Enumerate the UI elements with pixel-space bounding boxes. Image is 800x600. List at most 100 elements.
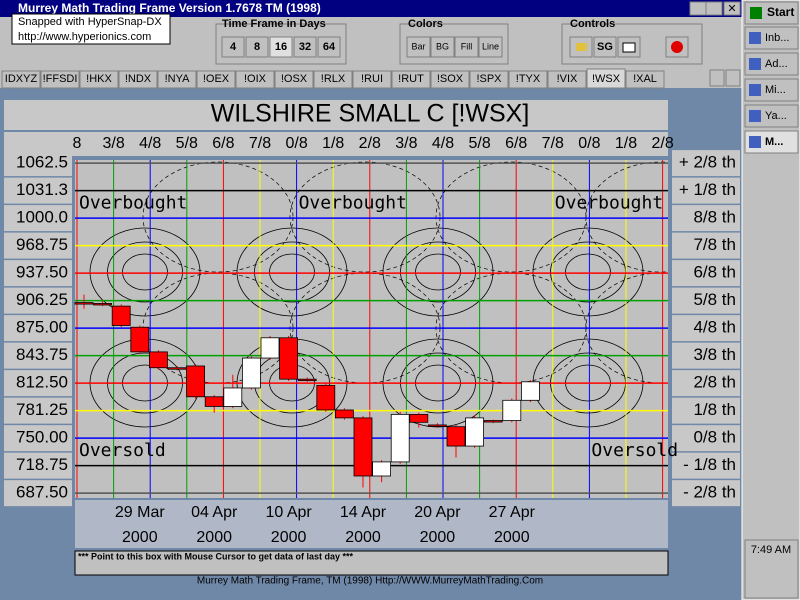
color-button[interactable] bbox=[478, 36, 503, 58]
symbol-tab[interactable] bbox=[430, 70, 470, 89]
symbol-tab[interactable] bbox=[157, 70, 197, 89]
top-label: 1/8 bbox=[322, 135, 344, 152]
mm-ellipse bbox=[565, 253, 611, 291]
timeframe-label: 8 bbox=[254, 41, 260, 53]
x-year-label: 2000 bbox=[345, 529, 381, 546]
symbol-tab[interactable] bbox=[313, 70, 353, 89]
x-year-label: 2000 bbox=[196, 529, 232, 546]
tray bbox=[744, 539, 799, 599]
symbol-tab-label: !RUT bbox=[398, 73, 424, 85]
symbol-tab[interactable] bbox=[274, 70, 314, 89]
top-label: 4/8 bbox=[139, 135, 161, 152]
top-label: 6/8 bbox=[505, 135, 527, 152]
candle-body bbox=[148, 351, 168, 369]
symbol-tab[interactable] bbox=[508, 70, 548, 89]
right-label-bg bbox=[672, 287, 740, 314]
x-year-label: 2000 bbox=[271, 529, 307, 546]
x-tick-label: 27 Apr bbox=[489, 504, 536, 521]
zone-label: Oversold bbox=[79, 440, 166, 461]
y-label-bg bbox=[4, 287, 72, 314]
candle-body bbox=[111, 305, 131, 326]
symbol-tab[interactable] bbox=[1, 70, 41, 89]
timeframe-label: 4 bbox=[230, 41, 237, 53]
control-button[interactable] bbox=[593, 36, 617, 58]
maximize-button[interactable] bbox=[705, 1, 723, 16]
candle-body bbox=[521, 381, 540, 401]
y-tick-label: 718.75 bbox=[16, 455, 68, 474]
symbol-tab-label: !OIX bbox=[244, 73, 267, 85]
window-title: Murrey Math Trading Frame Version 1.7678… bbox=[18, 1, 321, 15]
symbol-tab[interactable] bbox=[586, 68, 626, 89]
symbol-tab[interactable] bbox=[196, 70, 236, 89]
y-label-bg bbox=[4, 452, 72, 479]
group-box bbox=[561, 23, 703, 65]
symbol-tab[interactable] bbox=[79, 70, 119, 89]
color-label: Fill bbox=[461, 41, 473, 51]
top-label: 3/8 bbox=[102, 135, 124, 152]
candle-body bbox=[390, 413, 410, 463]
footer: Murrey Math Trading Frame, TM (1998) Htt… bbox=[197, 576, 543, 587]
y-tick-label: 750.00 bbox=[16, 428, 68, 447]
status-text: *** Point to this box with Mouse Cursor … bbox=[78, 551, 354, 561]
timeframe-button[interactable] bbox=[269, 36, 293, 58]
taskbar-icon bbox=[749, 32, 761, 44]
symbol-tab-label: !NYA bbox=[165, 73, 191, 85]
stop-icon bbox=[671, 41, 683, 53]
candle-body bbox=[427, 424, 447, 427]
symbol-tab[interactable] bbox=[391, 70, 431, 89]
top-label: 2/8 bbox=[651, 135, 673, 152]
x-tick-label: 20 Apr bbox=[414, 504, 461, 521]
symbol-tab[interactable] bbox=[118, 70, 158, 89]
top-label: 5/8 bbox=[468, 135, 490, 152]
folder-icon bbox=[576, 43, 587, 51]
symbol-tab[interactable] bbox=[469, 70, 509, 89]
title-panel bbox=[4, 100, 668, 130]
right-label-bg bbox=[672, 480, 740, 507]
symbol-tab[interactable] bbox=[40, 70, 80, 89]
top-label: 0/8 bbox=[578, 135, 600, 152]
top-label: 0/8 bbox=[285, 135, 307, 152]
mm-ellipse bbox=[107, 241, 183, 303]
right-label-bg bbox=[672, 342, 740, 369]
timeframe-label: 16 bbox=[275, 41, 287, 53]
color-label: Bar bbox=[411, 41, 425, 51]
tab-scroll-right[interactable] bbox=[725, 69, 741, 87]
status-box[interactable] bbox=[74, 550, 669, 576]
candle-body bbox=[316, 384, 336, 411]
symbol-tab[interactable] bbox=[235, 70, 275, 89]
right-level-label: 1/8 th bbox=[693, 400, 736, 419]
symbol-tab[interactable] bbox=[625, 70, 665, 89]
candle-body bbox=[130, 326, 150, 353]
mm-ellipse bbox=[122, 253, 168, 291]
taskbar-item-label: M... bbox=[765, 136, 783, 148]
taskbar-item-label: Ad... bbox=[765, 58, 788, 70]
tab-scroll-left[interactable] bbox=[709, 69, 725, 87]
color-button[interactable] bbox=[430, 36, 455, 58]
chart-title: WILSHIRE SMALL C [!WSX] bbox=[211, 100, 530, 128]
color-button[interactable] bbox=[406, 36, 431, 58]
symbol-tab-label: !XAL bbox=[633, 73, 657, 85]
date-panel bbox=[75, 500, 668, 548]
y-label-bg bbox=[4, 425, 72, 452]
timeframe-button[interactable] bbox=[293, 36, 317, 58]
symbol-tab[interactable] bbox=[352, 70, 392, 89]
y-label-bg bbox=[4, 480, 72, 507]
taskbar-item-label: Inb... bbox=[765, 32, 789, 44]
timeframe-button[interactable] bbox=[245, 36, 269, 58]
y-label-bg bbox=[4, 370, 72, 397]
symbol-tab[interactable] bbox=[547, 70, 587, 89]
minimize-button[interactable] bbox=[689, 1, 707, 16]
right-level-label: 0/8 th bbox=[693, 428, 736, 447]
control-label: SG bbox=[597, 41, 613, 53]
timeframe-button[interactable] bbox=[221, 36, 245, 58]
x-year-label: 2000 bbox=[420, 529, 456, 546]
start-label: Start bbox=[767, 5, 794, 19]
close-button[interactable] bbox=[723, 1, 741, 16]
timeframe-button[interactable] bbox=[317, 36, 341, 58]
top-label: 5/8 bbox=[176, 135, 198, 152]
right-level-label: 2/8 th bbox=[693, 373, 736, 392]
mm-ellipse bbox=[289, 161, 441, 273]
color-button[interactable] bbox=[454, 36, 479, 58]
right-label-bg bbox=[672, 452, 740, 479]
